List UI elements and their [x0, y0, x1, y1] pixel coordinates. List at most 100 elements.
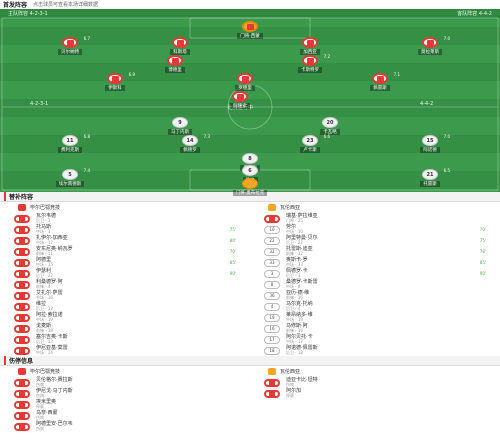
injuries-row[interactable]: 乌奈·西蒙 伤病 [0, 410, 250, 421]
away-team-logo-icon [268, 368, 276, 375]
player-position: 中场 · 8 [286, 284, 301, 289]
subs-row[interactable]: 3 佩德罗·卡 后卫 · 3 90' [250, 268, 500, 279]
injury-section-header: 伤停信息 [0, 356, 500, 366]
subs-row[interactable]: 10 劳尔 中场 · 10 70' [250, 224, 500, 235]
pitch-lines [1, 17, 499, 191]
sub-minute-badge: 70' [229, 249, 236, 254]
player-position: 门将 · 25 [286, 218, 303, 223]
subs-row[interactable]: 伊瑟利 后卫 · 22 90' [0, 268, 250, 279]
player-number-badge [14, 280, 30, 289]
lineup-subtitle: 点击球员可查看本场详细数据 [33, 2, 99, 8]
away-player[interactable]: 莫拉莱斯 7.0 [408, 36, 452, 55]
player-position: 伤病 [36, 382, 44, 387]
player-name: 瓦尔韦德 [36, 213, 57, 219]
subs-row[interactable]: 安东尼奥·纳瓦罗 前锋 · 11 70' [0, 246, 250, 257]
subs-row[interactable]: 19 莱昂纳多·维 中场 · 19 [250, 312, 500, 323]
subs-row[interactable]: 32 托雷斯·迪亚 前锋 · 32 78' [250, 246, 500, 257]
player-number-badge: 22 [264, 236, 280, 245]
subs-row[interactable]: 托马斯 中场 · 3 75' [0, 224, 250, 235]
player-number-badge [14, 389, 30, 398]
player-name: 瑞基·萨拉维亚 [286, 213, 318, 219]
subs-row[interactable]: 伊尼亚基·莫雷 中场 · 24 [0, 345, 250, 356]
player-number-badge [14, 400, 30, 409]
injuries-row[interactable]: 阿德里安·巴尔韦 伤病 [0, 421, 250, 432]
subs-row[interactable]: 戈麦斯 前锋 · 18 [0, 323, 250, 334]
subs-row[interactable]: 维拉 后卫 · 12 [0, 301, 250, 312]
injuries-row[interactable]: 埃米里奥 停赛 [0, 399, 250, 410]
subs-home-list: 瓦尔韦德 后卫 · 1 托马斯 中场 · 3 75' 扎伊尔-加西亚 中场 · 17 80' 安… [0, 213, 250, 356]
subs-row[interactable]: 4 马尔克·托纳 后卫 · 4 [250, 301, 500, 312]
home-player-gk[interactable]: 门将·奥布拉克 [228, 178, 272, 196]
injuries-row[interactable]: 阿尔加 停赛 [250, 388, 500, 399]
subs-row[interactable]: 塞尔吉奥·卡斯 后卫 · 13 [0, 334, 250, 345]
player-position: 伤病 [36, 426, 44, 431]
home-player[interactable]: 15 阿诺德 7.0 [408, 134, 452, 153]
subs-row[interactable]: 艾扎尔·萨雷 中场 · 16 [0, 290, 250, 301]
subs-row[interactable]: 阿德里 中场 · 15 85' [0, 257, 250, 268]
injury-home-team: 毕尔巴鄂竞技 [0, 368, 250, 375]
subs-row[interactable]: 16 马修斯·阿 前锋 · 16 [250, 323, 500, 334]
player-name: 马尔克·托纳 [286, 301, 313, 307]
player-number-badge [14, 225, 30, 234]
player-name: 伊尼戈·马丁内斯 [36, 388, 73, 394]
away-player[interactable]: 佩雷斯 7.1 [358, 72, 402, 91]
home-player[interactable]: 9 马丁内斯 [158, 117, 202, 135]
home-player[interactable]: 23 卢卡斯 6.6 [288, 134, 332, 153]
home-player[interactable]: 21 托雷斯 6.5 [408, 168, 452, 187]
injuries-row[interactable]: 迪亚卡比·坦特 伤病 [250, 377, 500, 388]
player-position: 中场 · 19 [36, 317, 53, 322]
away-player[interactable]: 罗德里 [223, 73, 267, 91]
home-player[interactable]: 5 埃尔南德斯 7.4 [48, 168, 92, 187]
home-team-logo-icon [18, 368, 26, 375]
away-player-gk[interactable]: 门将·西蒙 [228, 21, 272, 39]
player-number-badge: 19 [264, 313, 280, 322]
player-name: 奥斯卡·罗 [286, 257, 308, 263]
subs-row[interactable]: 33 奥斯卡·罗 中场 · 33 85' [250, 257, 500, 268]
home-player[interactable]: 20 卡瓦略 [308, 117, 352, 135]
away-player[interactable]: 卡斯特罗 7.2 [288, 54, 332, 73]
subs-row[interactable]: 扎伊尔-加西亚 中场 · 17 80' [0, 235, 250, 246]
subs-row[interactable]: 阿拉·索拉诺 中场 · 19 [0, 312, 250, 323]
player-name: 佩德罗·卡 [286, 268, 308, 274]
subs-row[interactable]: 8 桑德罗·卡斯雷 中场 · 8 [250, 279, 500, 290]
away-player[interactable]: 贝尔纳特 6.7 [48, 36, 92, 55]
home-player[interactable]: 11 费利克斯 6.8 [48, 134, 92, 153]
player-name: 利桑德罗·阿 [36, 279, 63, 285]
away-player[interactable]: 科斯塔 [158, 37, 202, 55]
player-name: 亚历·德·维 [286, 290, 310, 296]
player-number-badge: 4 [264, 302, 280, 311]
subs-row[interactable]: 18 阿诺德·佩雷斯 后卫 · 18 [250, 345, 500, 356]
away-player[interactable]: 博德里 [153, 55, 197, 73]
subs-row[interactable]: 17 阿尔贝托·卡 中场 · 17 [250, 334, 500, 345]
player-name: 桑德罗·卡斯雷 [286, 279, 318, 285]
player-number-badge: 17 [264, 335, 280, 344]
away-player[interactable]: 加西亚 [288, 37, 332, 55]
away-formation: 4-4-2 [420, 101, 434, 107]
player-number-badge [264, 389, 280, 398]
player-position: 停赛 [286, 393, 294, 398]
player-number-badge [14, 378, 30, 387]
subs-home-team: 毕尔巴鄂竞技 [0, 204, 250, 211]
injuries-row[interactable]: 伊尼戈·马丁内斯 伤病 [0, 388, 250, 399]
player-number-badge [264, 214, 280, 223]
player-name: 扎伊尔-加西亚 [36, 235, 68, 241]
player-name: 托雷斯·迪亚 [286, 246, 313, 252]
player-name: 马修斯·阿 [286, 323, 308, 329]
injuries-row[interactable]: 贝伦格尔·赛拉斯 伤病 [0, 377, 250, 388]
subs-row[interactable]: 36 亚历·德·维 前锋 · 36 [250, 290, 500, 301]
sub-minute-badge: 80' [229, 238, 236, 243]
subs-row[interactable]: 瓦尔韦德 后卫 · 1 [0, 213, 250, 224]
player-name: 伊瑟利 [36, 268, 52, 274]
subs-row[interactable]: 22 阿里特曼·贝尔 后卫 · 22 75' [250, 235, 500, 246]
away-player[interactable]: 阿隆索 [218, 91, 262, 109]
player-position: 后卫 · 1 [36, 218, 51, 223]
subs-row[interactable]: 瑞基·萨拉维亚 门将 · 25 [250, 213, 500, 224]
player-number-badge [14, 214, 30, 223]
player-name: 阿德里 [36, 257, 52, 263]
home-player[interactable]: 14 佩德罗 7.3 [168, 134, 212, 153]
player-position: 中场 · 16 [36, 295, 53, 300]
subs-away-list: 瑞基·萨拉维亚 门将 · 25 10 劳尔 中场 · 10 70' 22 阿里特曼·贝尔 后卫 … [250, 213, 500, 356]
subs-row[interactable]: 利桑德罗·阿 前锋 · 4 [0, 279, 250, 290]
player-name: 塞尔吉奥·卡斯 [36, 334, 68, 340]
away-player[interactable]: 伊斯科 6.9 [93, 72, 137, 91]
